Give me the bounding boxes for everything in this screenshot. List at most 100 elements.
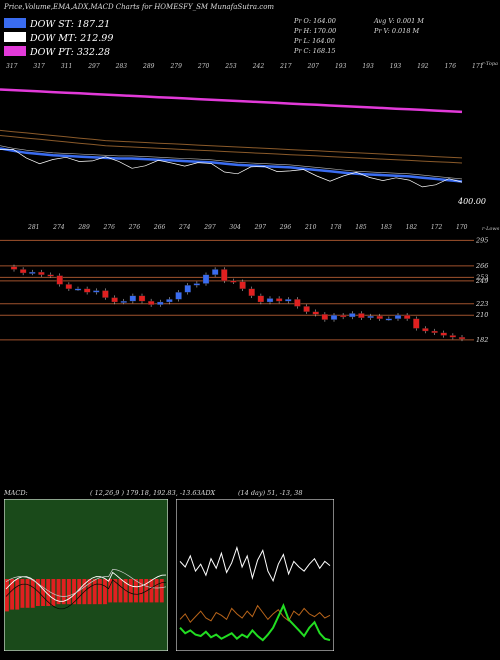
legend-dow-pt: DOW PT: 332.28 — [4, 46, 110, 60]
candle-top-labels: 281 274 289 276 276 266 274 297 304 297 296 210 178 1… — [27, 224, 468, 231]
dow-mt-line — [0, 129, 463, 159]
candle-body — [449, 335, 457, 338]
candle-body — [65, 284, 73, 289]
macd-bar — [66, 579, 71, 605]
price-ema-chart: 317 317 311 297 283 289 279 270 253 242 217 207 193 1… — [0, 61, 498, 206]
candle-top-label: 297 — [203, 224, 216, 231]
price-top-label: 176 — [445, 63, 457, 70]
candle-top-label: 210 — [304, 224, 317, 231]
price-top-label: 253 — [224, 63, 237, 70]
candle-body — [403, 315, 411, 319]
price-top-label: 279 — [169, 63, 182, 70]
macd-bar — [51, 579, 56, 606]
candle-body — [111, 297, 118, 303]
candle-body — [376, 315, 383, 319]
candle-body — [431, 330, 438, 333]
price-top-label: 171 — [472, 63, 483, 70]
candle-body — [239, 281, 246, 289]
level-label: 295 — [475, 236, 488, 244]
level-label: 223 — [475, 300, 488, 308]
candle-body — [83, 288, 91, 293]
price-top-label: 242 — [252, 63, 265, 70]
macd-bar — [113, 579, 118, 603]
legend-dow-mt-value: 212.99 — [80, 33, 114, 44]
price-top-label: 207 — [307, 63, 320, 70]
candle-body — [175, 292, 182, 300]
macd-bar — [118, 579, 123, 603]
close-price-line — [0, 148, 463, 188]
candle-body — [202, 274, 210, 284]
level-label: 266 — [475, 262, 488, 270]
legend-dow-mt: DOW MT: 212.99 — [4, 32, 113, 46]
macd-line — [5, 571, 167, 602]
price-top-labels: 317 317 311 297 283 289 279 270 253 242 217 207 193 1… — [6, 63, 483, 70]
candle-body — [147, 300, 155, 305]
legend-dow-st: DOW ST: 187.21 — [4, 18, 110, 32]
candle-body — [312, 311, 319, 315]
macd-values: ( 12,26,9 ) 179.18, 192.83, -13.63ADX — [90, 489, 216, 497]
macd-bar — [15, 579, 20, 610]
macd-aux-line — [5, 579, 167, 610]
candle-body — [303, 306, 310, 312]
candle-body — [349, 313, 356, 318]
macd-panel — [4, 499, 168, 651]
price-lines — [0, 88, 463, 188]
price-top-label: 317 — [33, 63, 45, 70]
candle-top-label: 170 — [456, 224, 468, 231]
candle-top-label: 276 — [128, 224, 141, 231]
price-top-label: 297 — [87, 63, 100, 70]
macd-bar — [144, 579, 149, 603]
ohlc-avg-volume: Avg V: 0.001 M — [374, 17, 424, 25]
candle-top-label: 289 — [77, 224, 90, 231]
candle-body — [157, 301, 164, 305]
candle-body — [93, 290, 100, 293]
candle-top-label: 266 — [153, 224, 166, 231]
dow-pt-line — [0, 88, 463, 114]
candle-body — [294, 299, 301, 307]
candle-body — [367, 315, 374, 318]
candle-top-label: 304 — [229, 224, 241, 231]
macd-bar — [87, 579, 92, 605]
price-top-label: 193 — [390, 63, 402, 70]
swatch-blue — [4, 18, 26, 28]
candles — [10, 264, 466, 342]
macd-bar — [128, 579, 133, 603]
rsi-lines — [179, 545, 331, 642]
candle-body — [211, 269, 219, 275]
candle-body — [339, 315, 347, 318]
candle-body — [385, 318, 393, 321]
macd-bar — [61, 579, 66, 605]
level-label: 249 — [475, 277, 488, 285]
legend-dow-pt-value: 332.28 — [76, 47, 111, 58]
candle-body — [230, 280, 237, 283]
candle-top-label: 274 — [178, 224, 191, 231]
price-top-label: 317 — [6, 63, 18, 70]
candle-body — [221, 269, 228, 282]
candle-body — [285, 299, 292, 302]
level-label: 253 — [475, 273, 488, 281]
adx-line — [179, 603, 331, 642]
candle-top-label: 274 — [52, 224, 65, 231]
price-top-label: 193 — [362, 63, 374, 70]
price-top-label: 192 — [417, 63, 429, 70]
candle-top-label: 297 — [254, 224, 267, 231]
candle-body — [184, 285, 191, 293]
macd-bar — [159, 579, 164, 603]
ohlc-low: Pr L: 164.00 — [294, 37, 335, 45]
macd-lines — [5, 569, 167, 610]
price-top-label: 283 — [115, 63, 128, 70]
macd-bar — [108, 579, 113, 603]
price-top-label: 193 — [335, 63, 347, 70]
candle-top-label: 182 — [406, 224, 418, 231]
candle-body — [129, 295, 137, 302]
macd-bar — [92, 579, 97, 605]
ema-band-line — [0, 135, 463, 164]
ohlc-close: Pr C: 168.15 — [294, 47, 336, 55]
candle-body — [413, 318, 420, 329]
candle-top-label: 172 — [431, 224, 443, 231]
level-label: 182 — [476, 336, 488, 344]
candle-body — [422, 328, 429, 332]
candle-top-label: 281 — [27, 224, 39, 231]
candle-body — [321, 314, 329, 320]
candle-body — [358, 313, 365, 318]
